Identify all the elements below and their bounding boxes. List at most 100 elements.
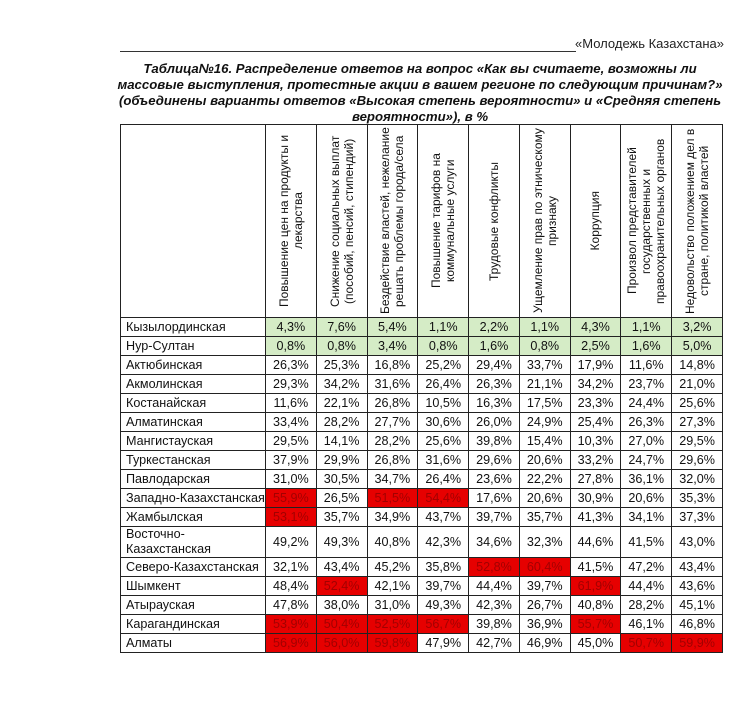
- value-cell: 42,7%: [468, 633, 520, 653]
- value-cell: 39,7%: [417, 576, 470, 596]
- value-cell: 31,6%: [366, 374, 419, 394]
- column-header: Трудовые конфликты: [468, 124, 520, 318]
- value-cell: 34,6%: [468, 526, 520, 558]
- value-cell: 24,9%: [518, 412, 571, 432]
- table-row: Костанайская 11,6% 22,1% 26,8% 10,5% 16,3% 17,…: [120, 393, 723, 413]
- value-cell: 43,4%: [315, 557, 368, 577]
- region-name: Акмолинская: [120, 374, 266, 394]
- value-cell: 44,6%: [569, 526, 622, 558]
- region-name: Костанайская: [120, 393, 266, 413]
- value-cell: 26,3%: [620, 412, 673, 432]
- value-cell: 21,1%: [518, 374, 571, 394]
- column-header-label: Коррупция: [588, 191, 603, 251]
- value-cell: 26,0%: [468, 412, 520, 432]
- value-cell: 20,6%: [518, 450, 571, 470]
- column-header-label: Трудовые конфликты: [486, 161, 501, 281]
- value-cell: 56,0%: [315, 633, 368, 653]
- region-name: Атырауская: [120, 595, 266, 615]
- value-cell: 42,1%: [366, 576, 419, 596]
- value-cell: 26,3%: [265, 355, 317, 375]
- value-cell: 22,1%: [315, 393, 368, 413]
- value-cell: 17,6%: [468, 488, 520, 508]
- header-row: Повышение цен на продукты и лекарства Сни…: [120, 124, 723, 318]
- region-name: Алматы: [120, 633, 266, 653]
- table-row: Павлодарская 31,0% 30,5% 34,7% 26,4% 23,6% 22,…: [120, 469, 723, 489]
- value-cell: 32,1%: [265, 557, 317, 577]
- value-cell: 52,5%: [366, 614, 419, 634]
- value-cell: 14,1%: [315, 431, 368, 451]
- value-cell: 55,7%: [569, 614, 622, 634]
- value-cell: 28,2%: [315, 412, 368, 432]
- value-cell: 50,4%: [315, 614, 368, 634]
- value-cell: 16,8%: [366, 355, 419, 375]
- value-cell: 26,7%: [518, 595, 571, 615]
- column-header: Недовольство положением дел в стране, по…: [671, 124, 723, 318]
- value-cell: 1,1%: [518, 317, 571, 337]
- value-cell: 0,8%: [417, 336, 470, 356]
- value-cell: 26,3%: [468, 374, 520, 394]
- value-cell: 52,4%: [315, 576, 368, 596]
- value-cell: 39,7%: [518, 576, 571, 596]
- value-cell: 42,3%: [468, 595, 520, 615]
- value-cell: 55,9%: [265, 488, 317, 508]
- region-name: Павлодарская: [120, 469, 266, 489]
- value-cell: 53,1%: [265, 507, 317, 527]
- value-cell: 28,2%: [366, 431, 419, 451]
- value-cell: 38,0%: [315, 595, 368, 615]
- value-cell: 35,3%: [671, 488, 723, 508]
- value-cell: 43,7%: [417, 507, 470, 527]
- value-cell: 53,9%: [265, 614, 317, 634]
- table-row: Кызылординская 4,3% 7,6% 5,4% 1,1% 2,2% 1,1% 4,…: [120, 317, 723, 337]
- table-row: Алматы 56,9% 56,0% 59,8% 47,9% 42,7% 46,9% 45,0…: [120, 633, 723, 653]
- value-cell: 29,6%: [468, 450, 520, 470]
- value-cell: 41,5%: [569, 557, 622, 577]
- value-cell: 10,3%: [569, 431, 622, 451]
- value-cell: 32,3%: [518, 526, 571, 558]
- value-cell: 0,8%: [315, 336, 368, 356]
- value-cell: 26,8%: [366, 393, 419, 413]
- value-cell: 32,0%: [671, 469, 723, 489]
- table-row: Восточно-Казахстанская 49,2% 49,3% 40,8% 42,…: [120, 526, 723, 558]
- value-cell: 42,3%: [417, 526, 470, 558]
- value-cell: 22,2%: [518, 469, 571, 489]
- value-cell: 25,3%: [315, 355, 368, 375]
- value-cell: 29,6%: [671, 450, 723, 470]
- value-cell: 44,4%: [468, 576, 520, 596]
- value-cell: 2,5%: [569, 336, 622, 356]
- table-title: Таблица№16. Распределение ответов на воп…: [117, 61, 723, 124]
- value-cell: 29,5%: [671, 431, 723, 451]
- value-cell: 34,2%: [569, 374, 622, 394]
- value-cell: 30,6%: [417, 412, 470, 432]
- region-name: Жамбылская: [120, 507, 266, 527]
- publication-name: «Молодежь Казахстана»: [575, 36, 724, 51]
- value-cell: 31,0%: [265, 469, 317, 489]
- value-cell: 46,1%: [620, 614, 673, 634]
- value-cell: 17,5%: [518, 393, 571, 413]
- value-cell: 1,6%: [620, 336, 673, 356]
- region-name: Северо-Казахстанская: [120, 557, 266, 577]
- region-name: Шымкент: [120, 576, 266, 596]
- region-name: Алматинская: [120, 412, 266, 432]
- value-cell: 23,7%: [620, 374, 673, 394]
- value-cell: 35,7%: [518, 507, 571, 527]
- value-cell: 27,0%: [620, 431, 673, 451]
- value-cell: 21,0%: [671, 374, 723, 394]
- column-header: Снижение социальных выплат (пособий, пен…: [315, 124, 368, 318]
- value-cell: 30,9%: [569, 488, 622, 508]
- value-cell: 16,3%: [468, 393, 520, 413]
- column-header-label: Повышение тарифов на коммунальные услуги: [429, 153, 458, 289]
- value-cell: 39,8%: [468, 614, 520, 634]
- column-header: Произвол представителей государственных …: [620, 124, 673, 318]
- value-cell: 0,8%: [518, 336, 571, 356]
- value-cell: 59,8%: [366, 633, 419, 653]
- value-cell: 61,9%: [569, 576, 622, 596]
- column-header-label: Повышение цен на продукты и лекарства: [276, 134, 305, 308]
- column-header: Повышение тарифов на коммунальные услуги: [417, 124, 470, 318]
- value-cell: 31,0%: [366, 595, 419, 615]
- value-cell: 49,2%: [265, 526, 317, 558]
- value-cell: 20,6%: [620, 488, 673, 508]
- value-cell: 36,1%: [620, 469, 673, 489]
- value-cell: 26,4%: [417, 469, 470, 489]
- table-row: Западно-Казахстанская 55,9% 26,5% 51,5% 54,4…: [120, 488, 723, 508]
- value-cell: 50,7%: [620, 633, 673, 653]
